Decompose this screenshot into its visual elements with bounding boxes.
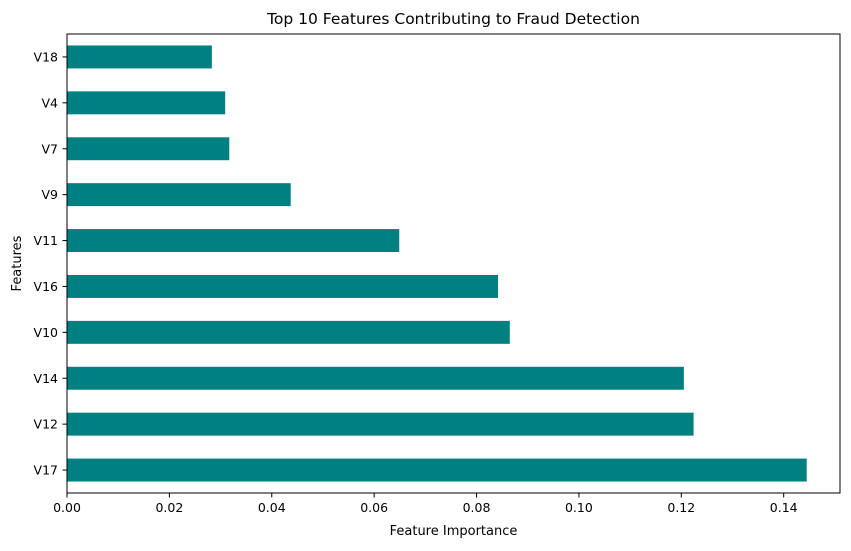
- bar-v16: [67, 274, 499, 298]
- x-axis-ticks: 0.00 0.02 0.04 0.06 0.08 0.10 0.12 0.14: [53, 493, 798, 515]
- y-tick-label: V7: [41, 141, 58, 156]
- bars-group: [67, 45, 807, 482]
- x-tick-label: 0.10: [565, 500, 593, 515]
- x-tick-label: 0.02: [155, 500, 183, 515]
- bar-v4: [67, 91, 226, 115]
- x-axis-label: Feature Importance: [390, 524, 518, 539]
- chart-title: Top 10 Features Contributing to Fraud De…: [266, 10, 640, 28]
- y-axis-ticks: V17 V12 V14 V10 V16 V11 V9 V7 V4 V18: [34, 49, 67, 478]
- x-tick-label: 0.12: [667, 500, 695, 515]
- bar-v7: [67, 137, 230, 161]
- x-tick-label: 0.08: [463, 500, 491, 515]
- bar-v18: [67, 45, 212, 69]
- plot-frame: [66, 33, 841, 494]
- y-tick-label: V11: [34, 233, 58, 248]
- y-tick-label: V18: [34, 49, 59, 64]
- y-tick-label: V17: [34, 463, 58, 478]
- bar-v11: [67, 229, 400, 253]
- y-tick-label: V10: [34, 325, 59, 340]
- bar-v10: [67, 320, 510, 344]
- x-tick-label: 0.14: [770, 500, 798, 515]
- y-tick-label: V14: [34, 371, 59, 386]
- x-tick-label: 0.06: [360, 500, 388, 515]
- bar-v12: [67, 412, 694, 436]
- y-tick-label: V4: [41, 95, 58, 110]
- y-tick-label: V12: [34, 417, 58, 432]
- y-axis-label: Features: [10, 235, 25, 291]
- y-tick-label: V9: [41, 187, 58, 202]
- bar-v14: [67, 366, 684, 390]
- bar-v9: [67, 183, 291, 207]
- x-tick-label: 0.04: [258, 500, 286, 515]
- y-tick-label: V16: [34, 279, 59, 294]
- bar-v17: [67, 458, 807, 482]
- x-tick-label: 0.00: [53, 500, 81, 515]
